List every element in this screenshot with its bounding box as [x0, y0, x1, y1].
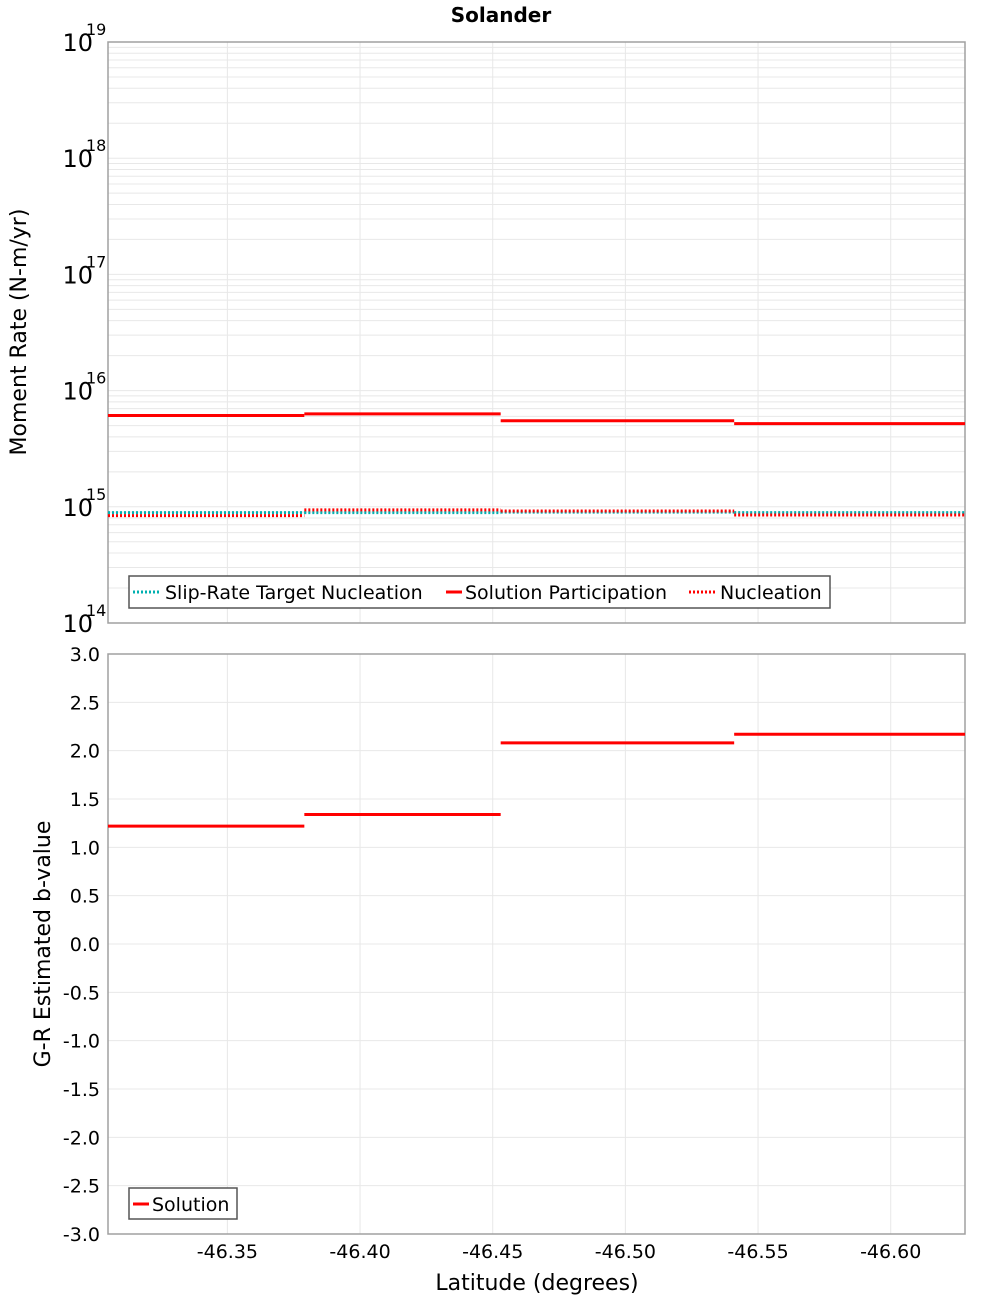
top-series-lines [108, 412, 965, 518]
bottom-gridlines [108, 653, 965, 1235]
x-axis-label: Latitude (degrees) [435, 1271, 638, 1296]
y-tick-label: 1.5 [70, 789, 100, 811]
bottom-y-tick-labels: 3.0 2.5 2.0 1.5 1.0 0.5 0.0 -0.5 -1.0 -1.5 -2.0 -2.… [63, 644, 100, 1246]
top-y-axis-label: Moment Rate (N-m/yr) [7, 209, 32, 456]
y-tick-label: 10 [62, 145, 93, 173]
bottom-plot-frame [107, 653, 966, 1235]
x-tick-label: -46.55 [727, 1241, 788, 1263]
top-legend: Slip-Rate Target Nucleation Solution Par… [128, 575, 831, 609]
x-tick-label: -46.35 [197, 1241, 258, 1263]
bottom-legend: Solution [128, 1187, 238, 1220]
y-tick-label: 0.0 [70, 934, 100, 956]
y-tick-label: -1.0 [63, 1031, 100, 1053]
y-tick-exponent: 14 [86, 601, 106, 620]
y-tick-label: 2.0 [70, 741, 100, 763]
y-tick-exponent: 19 [86, 20, 106, 39]
legend-label-solution: Solution [152, 1194, 229, 1216]
chart-title: Solander [451, 3, 552, 27]
y-tick-label: 0.5 [70, 886, 100, 908]
legend-label-slip-rate-target: Slip-Rate Target Nucleation [165, 582, 423, 604]
y-tick-label: -2.5 [63, 1176, 100, 1198]
x-tick-labels: -46.35 -46.40 -46.45 -46.50 -46.55 -46.60 [197, 1241, 922, 1263]
y-tick-label: 2.5 [70, 692, 100, 714]
x-tick-label: -46.40 [329, 1241, 390, 1263]
bottom-series-lines [108, 732, 965, 828]
x-tick-label: -46.45 [462, 1241, 523, 1263]
top-plot-frame [107, 41, 966, 624]
x-tick-label: -46.50 [595, 1241, 656, 1263]
y-tick-label: 1.0 [70, 837, 100, 859]
y-tick-label: 3.0 [70, 644, 100, 666]
y-tick-exponent: 16 [86, 369, 106, 388]
y-tick-label: 10 [62, 494, 93, 522]
y-tick-exponent: 18 [86, 136, 106, 155]
y-tick-label: 10 [62, 261, 93, 289]
y-tick-label: 10 [62, 378, 93, 406]
b-value-plot: 3.0 2.5 2.0 1.5 1.0 0.5 0.0 -0.5 -1.0 -1.5 -2.0 -2.… [31, 644, 966, 1296]
y-tick-label: -0.5 [63, 982, 100, 1004]
x-tick-label: -46.60 [860, 1241, 921, 1263]
legend-label-nucleation: Nucleation [720, 582, 822, 604]
y-tick-exponent: 17 [86, 252, 106, 271]
top-gridlines [108, 42, 965, 624]
bottom-y-axis-label: G-R Estimated b-value [31, 821, 56, 1068]
y-tick-exponent: 15 [86, 485, 106, 504]
y-tick-label: -2.0 [63, 1127, 100, 1149]
legend-label-solution-participation: Solution Participation [465, 582, 667, 604]
y-tick-label: 10 [62, 29, 93, 57]
y-tick-label: -3.0 [63, 1224, 100, 1246]
y-tick-label: 10 [62, 610, 93, 638]
y-tick-label: -1.5 [63, 1079, 100, 1101]
